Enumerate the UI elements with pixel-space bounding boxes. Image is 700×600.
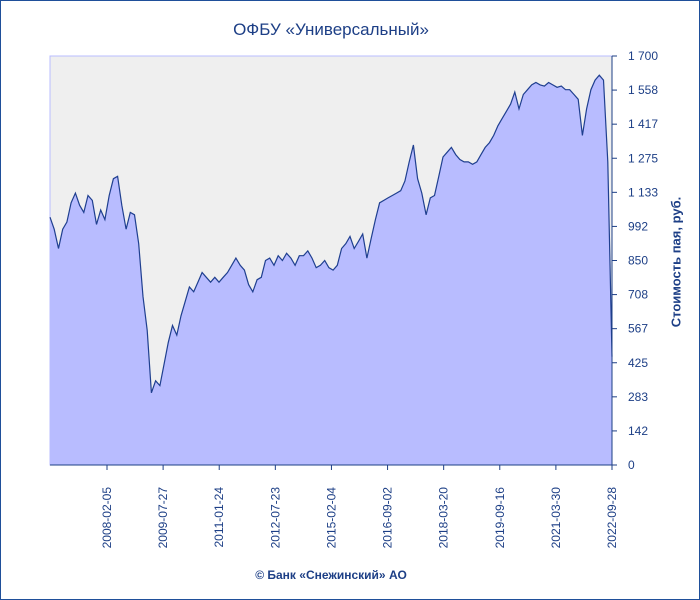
series-area-fill	[50, 75, 612, 465]
x-tick-label: 2022-09-28	[605, 487, 619, 549]
y-tick-label: 1 275	[628, 151, 658, 165]
x-tick-label: 2011-01-24	[212, 487, 226, 548]
y-tick-label: 850	[628, 254, 648, 268]
y-tick-label: 0	[628, 458, 635, 472]
x-tick-label: 2008-02-05	[100, 487, 114, 549]
x-tick-label: 2018-03-20	[437, 487, 451, 549]
y-tick-label: 1 417	[628, 117, 658, 131]
series-line	[49, 74, 613, 393]
y-tick-label: 1 133	[628, 185, 658, 199]
y-tick-label: 708	[628, 288, 648, 302]
y-tick-label: 425	[628, 356, 648, 370]
x-tick-label: 2012-07-23	[268, 487, 282, 549]
x-tick-label: 2009-07-27	[156, 487, 170, 549]
y-tick-label: 1 700	[628, 49, 658, 63]
axis-layer: 1 700 1 558 1 417 1 275 1 133 992 850 708 567 425…	[50, 49, 658, 548]
x-tick-label: 2015-02-04	[324, 487, 338, 549]
y-tick-label: 992	[628, 219, 648, 233]
x-tick-label: 2019-09-16	[493, 487, 507, 549]
y-tick-label: 283	[628, 390, 648, 404]
area-layer	[49, 74, 613, 465]
y-tick-label: 142	[628, 424, 648, 438]
chart-title: ОФБУ «Универсальный»	[233, 20, 429, 39]
x-tick-label: 2016-09-02	[381, 487, 395, 549]
y-tick-label: 567	[628, 322, 648, 336]
y-tick-label: 1 558	[628, 83, 658, 97]
x-tick-label: 2021-03-30	[549, 487, 563, 549]
y-axis-label: Стоимость пая, руб.	[668, 196, 684, 328]
copyright-footer: © Банк «Снежинский» АО	[255, 568, 407, 582]
